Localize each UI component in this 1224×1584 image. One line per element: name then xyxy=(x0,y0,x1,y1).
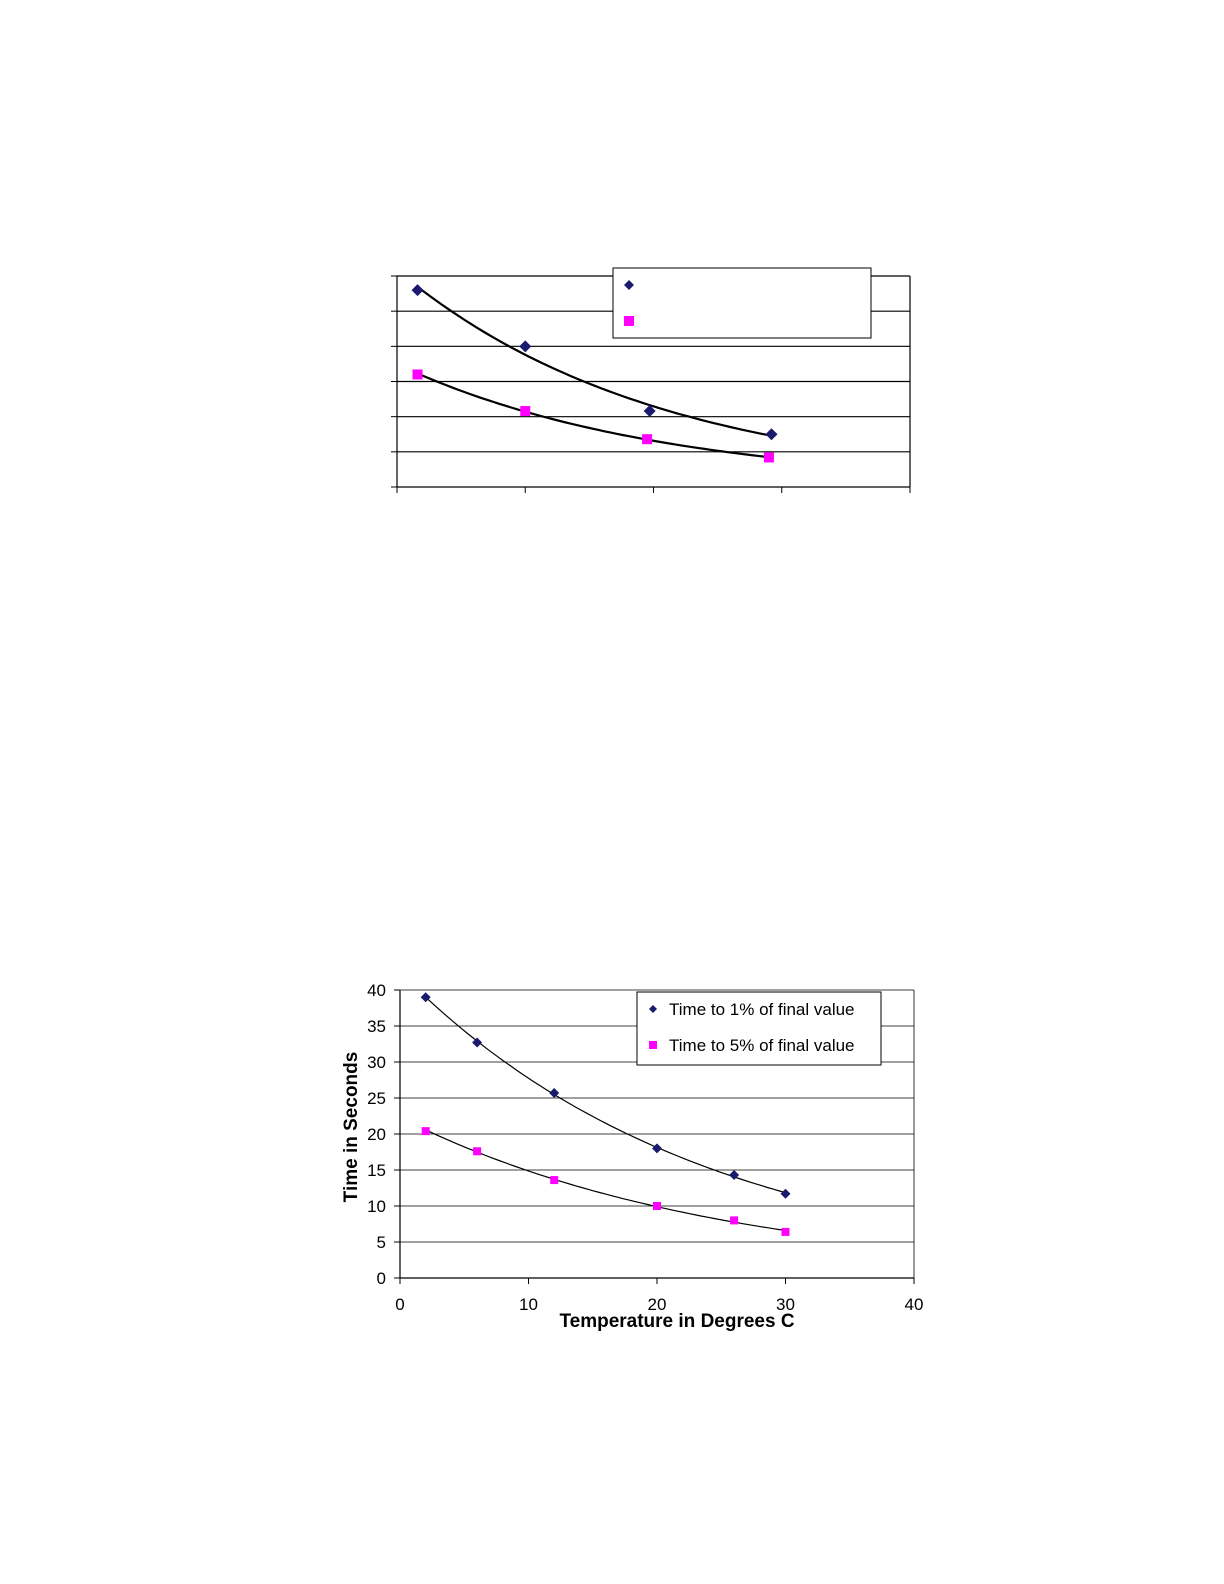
legend-marker-square xyxy=(624,316,634,326)
data-point-series-2 xyxy=(520,406,531,417)
trendline-series-2 xyxy=(417,372,770,459)
data-point-series-2 xyxy=(642,434,653,445)
trendlines xyxy=(416,285,772,459)
data-point-series-2 xyxy=(412,369,423,380)
data-point-series-1 xyxy=(519,340,532,353)
data-points xyxy=(411,284,778,463)
data-point-series-1 xyxy=(765,428,778,441)
data-point-series-1 xyxy=(411,284,424,297)
data-point-series-1 xyxy=(643,405,656,418)
trendline-series-1 xyxy=(416,285,772,437)
legend xyxy=(612,267,872,339)
legend-box xyxy=(612,267,872,339)
data-point-series-2 xyxy=(763,452,774,463)
legend-marker-diamond xyxy=(624,280,634,290)
axes xyxy=(391,275,911,493)
